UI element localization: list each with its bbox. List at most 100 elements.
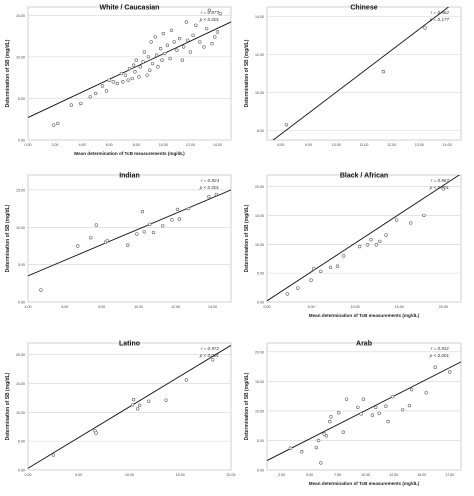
y-tick-label: 10.00 (255, 91, 264, 95)
regression-line (272, 7, 450, 140)
data-point (401, 408, 405, 412)
x-tick-label: 14.00 (443, 143, 452, 147)
data-point (146, 55, 151, 59)
x-tick-label: 10.00 (351, 305, 360, 309)
p-annotation: p < 0.001 (199, 17, 220, 22)
chart-panel-4: 0.00 5.00 10.00 15.00 20.00 0.00 5.00 10.00 15.0… (244, 173, 462, 318)
data-point (39, 288, 43, 292)
y-tick-label: 15.00 (255, 214, 264, 218)
x-tick-label: 2.50 (278, 473, 285, 477)
data-point (165, 43, 170, 47)
data-point (213, 35, 217, 39)
data-point (312, 266, 316, 271)
x-tick-label: 6.00 (106, 143, 113, 147)
data-point (147, 399, 151, 403)
data-point (433, 365, 437, 369)
x-tick-label: 11.00 (360, 143, 369, 147)
x-tick-label: 12.00 (171, 305, 180, 309)
chart-title: Chinese (350, 5, 377, 12)
chart-title: Indian (119, 173, 140, 180)
r-annotation: r = 0.967 (431, 178, 450, 183)
y-axis-label: Determination of SB (mg/dL) (5, 39, 11, 107)
y-axis-label: Determination of SB (mg/dL) (5, 204, 11, 272)
plot-frame (27, 174, 232, 303)
data-point (150, 61, 155, 66)
x-axis-label: Mean determination of TcB measurements (… (74, 151, 185, 156)
data-point (148, 222, 152, 226)
chart-title: Arab (356, 341, 372, 348)
chart-panel-1: 0.00 5.00 10.00 15.00 0.00 2.00 4.00 6.00 8.00 10… (5, 5, 232, 156)
data-point (322, 432, 326, 436)
data-point (177, 217, 182, 221)
p-annotation: p < 0.001 (429, 353, 450, 358)
x-tick-label: 0.00 (25, 473, 32, 477)
plot-frame (27, 6, 232, 141)
y-axis-label: Determination of SB (mg/dL) (244, 372, 250, 440)
data-point (126, 78, 130, 82)
data-point (374, 405, 378, 410)
data-point (342, 254, 346, 258)
y-tick-label: 10.00 (255, 243, 264, 247)
x-tick-label: 5.00 (306, 473, 313, 477)
p-annotation: p < 0.001 (199, 353, 220, 358)
data-point (409, 221, 413, 225)
data-point (381, 69, 386, 74)
data-point (93, 91, 98, 96)
data-point (448, 370, 452, 374)
data-point (285, 292, 289, 296)
x-tick-label: 14.00 (208, 305, 217, 309)
chart-panel-2: 8.00 10.00 12.00 14.00 8.00 9.00 10.00 11.00 12.… (244, 5, 462, 147)
x-tick-label: 17.50 (445, 473, 454, 477)
y-tick-label: 5.00 (18, 263, 25, 267)
x-tick-label: 8.00 (277, 143, 284, 147)
r-annotation: r = 0.924 (201, 178, 220, 183)
x-tick-label: 4.00 (79, 143, 86, 147)
data-point (204, 26, 209, 31)
data-point (154, 53, 159, 57)
chart-panel-5: 0.00 5.00 10.00 15.00 20.00 0.00 5.00 10.00 15.0… (5, 341, 236, 478)
y-tick-label: 20.00 (255, 350, 264, 354)
data-point (210, 41, 214, 46)
data-point (134, 58, 138, 62)
data-point (169, 28, 174, 32)
chart-title: Latino (119, 341, 140, 348)
data-point (319, 269, 323, 274)
x-tick-label: 10.00 (134, 305, 143, 309)
p-annotation: p < 0.001 (199, 185, 220, 190)
data-point (151, 230, 156, 235)
data-point (214, 192, 218, 197)
data-point (164, 398, 168, 402)
y-tick-label: 15.00 (16, 188, 25, 192)
plot-frame (266, 342, 462, 471)
x-tick-label: 10.00 (159, 143, 168, 147)
data-point (341, 430, 345, 434)
data-point (296, 286, 300, 290)
data-point (378, 239, 382, 244)
data-point (160, 58, 164, 62)
data-point (288, 446, 293, 450)
y-tick-label: 0.00 (257, 301, 264, 305)
data-point (168, 56, 172, 61)
x-tick-label: 20.00 (227, 473, 236, 477)
p-annotation: p < 0.001 (429, 185, 450, 190)
data-point (211, 358, 215, 362)
y-tick-label: 15.00 (16, 382, 25, 386)
x-tick-label: 0.00 (25, 143, 32, 147)
data-point (180, 58, 184, 62)
x-tick-label: 2.00 (52, 143, 59, 147)
data-point (145, 73, 149, 77)
data-point (133, 70, 137, 74)
data-point (218, 11, 222, 16)
data-point (163, 51, 167, 56)
data-point (105, 239, 110, 243)
data-point (88, 95, 92, 99)
chart-panel-3: 0.00 5.00 10.00 15.00 4.00 6.00 8.00 10.00 12.00… (5, 173, 232, 309)
y-tick-label: 5.00 (18, 440, 25, 444)
x-tick-label: 6.00 (61, 305, 68, 309)
chart-title: White / Caucasian (100, 5, 160, 12)
data-point (135, 407, 140, 411)
data-point (284, 123, 289, 127)
data-point (94, 431, 98, 435)
y-axis-label: Determination of SB (mg/dL) (244, 39, 250, 107)
